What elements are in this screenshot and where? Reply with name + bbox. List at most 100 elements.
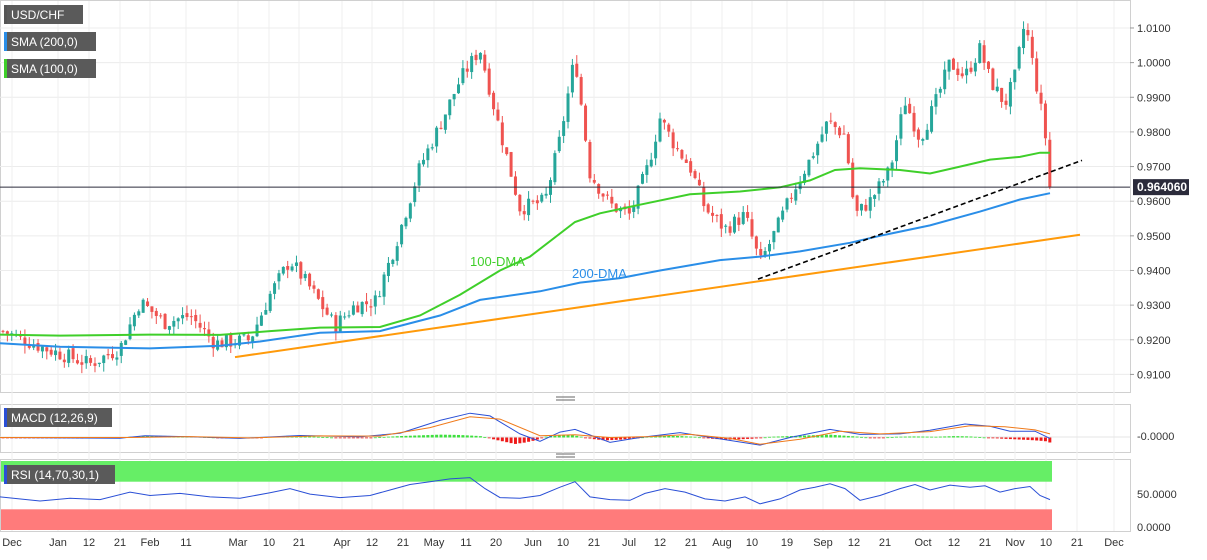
candle-body <box>803 173 807 183</box>
candle-body <box>781 210 785 220</box>
macd-histogram-bar <box>404 435 408 438</box>
candle-body <box>54 350 58 356</box>
panel-resize-handle[interactable] <box>556 453 575 458</box>
date-tick-label: Dec <box>2 537 22 549</box>
macd-histogram-bar <box>881 437 885 439</box>
candle-body <box>671 132 675 149</box>
macd-histogram-bar <box>522 437 526 443</box>
macd-histogram-bar <box>1048 437 1052 443</box>
candle-body <box>421 159 425 165</box>
candle-body <box>614 203 618 212</box>
candle-body <box>951 58 955 70</box>
macd-histogram-bar <box>890 436 894 438</box>
candle-body <box>80 362 84 365</box>
candle-body <box>400 224 404 245</box>
macd-histogram-bar <box>803 435 807 438</box>
macd-histogram-bar <box>478 436 482 438</box>
macd-histogram-bar <box>369 437 373 439</box>
macd-histogram-bar <box>579 436 583 438</box>
candle-body <box>478 52 482 60</box>
legend-sma200-label: SMA (200,0) <box>11 35 78 49</box>
legend-rsi-label: RSI (14,70,30,1) <box>11 468 99 482</box>
legend-rsi[interactable]: RSI (14,70,30,1) <box>4 465 115 484</box>
legend-sma200[interactable]: SMA (200,0) <box>4 32 96 51</box>
candle-body <box>62 359 66 363</box>
price-tick-label: 0.9600 <box>1137 196 1171 208</box>
legend-macd[interactable]: MACD (12,26,9) <box>4 408 112 427</box>
macd-histogram-bar <box>527 437 531 442</box>
candle-body <box>303 273 307 279</box>
candle-body <box>343 316 347 318</box>
candle-body <box>886 167 890 181</box>
macd-histogram-bar <box>1013 437 1017 440</box>
candle-body <box>167 326 171 330</box>
price-tick-label: 0.9200 <box>1137 335 1171 347</box>
candle-body <box>610 196 614 204</box>
macd-histogram-bar <box>1030 437 1034 441</box>
date-tick-label: Jan <box>49 537 67 549</box>
panel-resize-handle[interactable] <box>556 396 575 401</box>
candle-body <box>947 59 951 72</box>
macd-histogram-bar <box>584 437 588 439</box>
macd-histogram-bar <box>873 437 877 439</box>
date-tick-label: 10 <box>746 537 758 549</box>
candle-body <box>925 129 929 140</box>
candle-body <box>846 134 850 164</box>
candle-body <box>202 328 206 330</box>
candle-body <box>934 94 938 107</box>
candle-body <box>426 148 430 161</box>
macd-histogram-bar <box>995 437 999 439</box>
macd-histogram-bar <box>632 437 636 439</box>
candle-body <box>1004 100 1008 105</box>
macd-histogram-bar <box>303 436 307 438</box>
macd-histogram-bar <box>513 437 517 444</box>
macd-histogram-bar <box>921 436 925 438</box>
candle-body <box>172 320 176 327</box>
candle-body <box>246 335 250 341</box>
candle-body <box>176 318 180 322</box>
date-tick-label: Jul <box>622 537 636 549</box>
candle-body <box>67 349 71 363</box>
candle-body <box>58 351 62 360</box>
macd-histogram-bar <box>614 437 618 440</box>
candle-body <box>325 307 329 315</box>
candle-body <box>759 248 763 256</box>
macd-histogram-bar <box>417 435 421 438</box>
macd-histogram-bar <box>951 436 955 438</box>
macd-histogram-bar <box>562 435 566 438</box>
macd-histogram-bar <box>706 437 710 439</box>
macd-histogram-bar <box>1026 437 1030 440</box>
candle-body <box>842 133 846 135</box>
candle-body <box>601 193 605 197</box>
date-tick-label: 12 <box>848 537 860 549</box>
candle-body <box>978 43 982 63</box>
candle-body <box>811 156 815 158</box>
date-tick-label: 12 <box>654 537 666 549</box>
macd-histogram-bar <box>877 437 881 439</box>
macd-histogram-bar <box>483 437 487 439</box>
price-tick-label: 0.9800 <box>1137 127 1171 139</box>
rsi-axis-tick-0: 0.0000 <box>1137 522 1171 534</box>
candle-body <box>5 331 9 334</box>
macd-histogram-bar <box>343 437 347 439</box>
date-tick-label: 21 <box>1071 537 1083 549</box>
legend-macd-label: MACD (12,26,9) <box>11 411 98 425</box>
candle-body <box>255 324 259 337</box>
macd-histogram-bar <box>754 437 758 439</box>
candle-body <box>330 314 333 316</box>
candle-body <box>259 315 263 326</box>
candle-body <box>737 217 741 225</box>
candle-body <box>916 129 920 140</box>
date-tick-label: Jun <box>524 537 542 549</box>
candle-body <box>229 334 233 347</box>
legend-usdchf[interactable]: USD/CHF <box>4 5 83 24</box>
legend-usdchf-label: USD/CHF <box>11 8 64 22</box>
candle-body <box>509 152 513 177</box>
legend-sma100[interactable]: SMA (100,0) <box>4 59 96 78</box>
macd-histogram-bar <box>461 435 465 438</box>
macd-histogram-bar <box>824 434 828 438</box>
macd-histogram-bar <box>903 436 907 438</box>
date-tick-label: Sep <box>813 537 833 549</box>
candle-body <box>45 347 49 352</box>
candle-body <box>268 293 272 311</box>
